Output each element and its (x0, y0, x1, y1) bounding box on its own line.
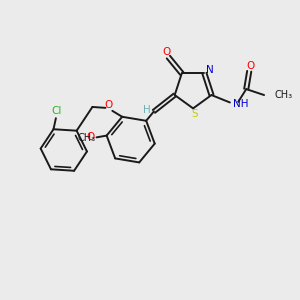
Text: H: H (142, 105, 150, 115)
Text: NH: NH (233, 99, 249, 109)
Text: O: O (247, 61, 255, 71)
Text: N: N (206, 65, 214, 75)
Text: O: O (105, 100, 113, 110)
Text: CH₃: CH₃ (274, 90, 292, 100)
Text: O: O (86, 132, 95, 142)
Text: Cl: Cl (52, 106, 62, 116)
Text: S: S (191, 109, 198, 119)
Text: O: O (163, 47, 171, 57)
Text: CH₃: CH₃ (78, 133, 96, 143)
